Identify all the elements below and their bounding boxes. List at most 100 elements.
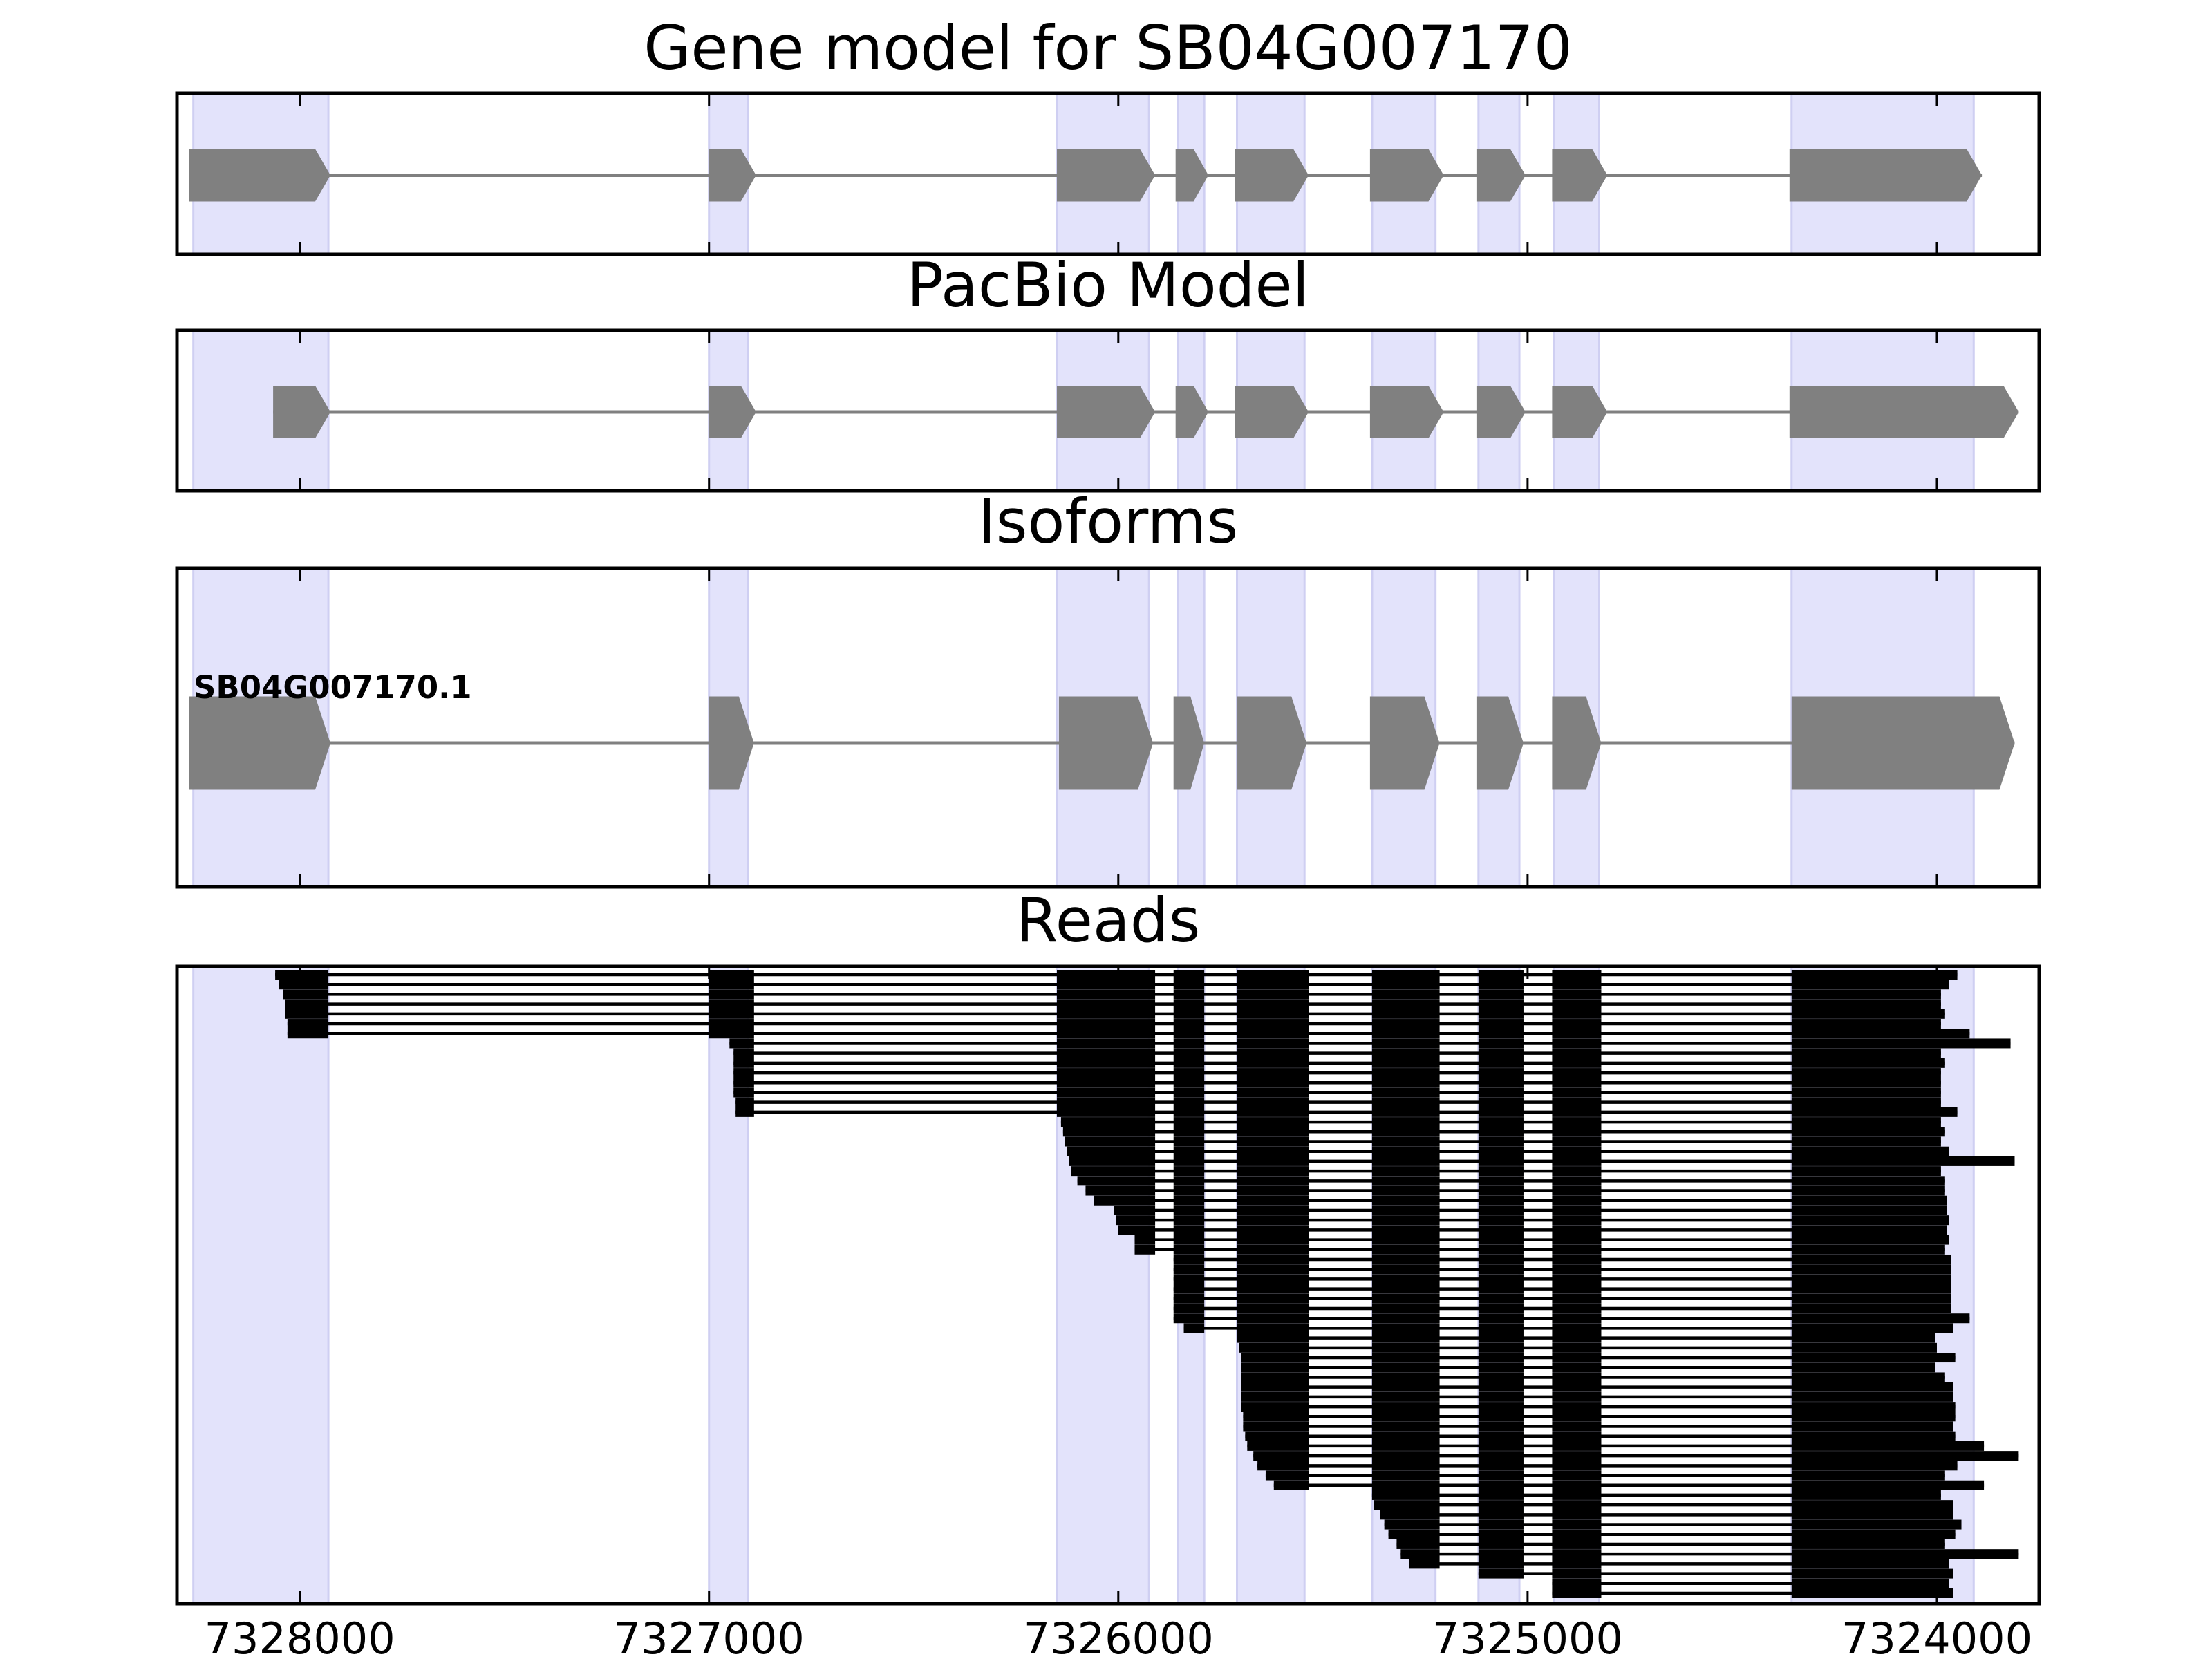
read-block (1056, 1019, 1156, 1029)
read-block (1371, 1421, 1440, 1432)
read-block (1237, 989, 1309, 1000)
read-block (1371, 1146, 1440, 1156)
read-block (1552, 1019, 1602, 1029)
read-block (1243, 1412, 1309, 1422)
read-63 (1552, 1578, 1949, 1588)
read-block (1552, 1480, 1602, 1490)
read-block (1552, 1451, 1602, 1461)
exon-1 (273, 386, 330, 438)
read-block (1118, 1225, 1156, 1235)
read-block (1791, 970, 1958, 980)
read-block (1237, 1117, 1309, 1127)
read-block (1478, 1038, 1524, 1049)
read-block (1478, 1441, 1524, 1451)
read-block (287, 1029, 329, 1039)
read-block (1371, 980, 1440, 990)
read-block (1478, 1391, 1524, 1402)
read-block (1237, 999, 1309, 1009)
read-block (1237, 1313, 1309, 1324)
read-block (1478, 1136, 1524, 1147)
read-block (1791, 1244, 1945, 1255)
read-block (1241, 1362, 1309, 1373)
read-block (1552, 1372, 1602, 1382)
read-block (1552, 1048, 1602, 1058)
read-block (1791, 1107, 1958, 1117)
read-block (1791, 1323, 1953, 1333)
read-block (1552, 1559, 1602, 1569)
read-block (1552, 1156, 1602, 1166)
read-block (1371, 1205, 1440, 1215)
read-block (1791, 1461, 1958, 1471)
read-block (1173, 1185, 1205, 1196)
read-59 (1396, 1539, 1945, 1549)
read-block (1552, 1313, 1602, 1324)
exon-region-band (192, 965, 330, 1605)
read-block (1552, 1254, 1602, 1264)
read-block (1552, 1127, 1602, 1137)
read-block (1552, 1176, 1602, 1186)
read-block (1791, 1559, 1949, 1569)
read-block (1371, 1185, 1440, 1196)
read-block (1245, 1431, 1309, 1441)
read-block (1791, 1058, 1945, 1068)
exon-6 (1369, 386, 1444, 438)
read-35 (1173, 1304, 1951, 1314)
read-block (1791, 1313, 1970, 1324)
read-18 (1065, 1136, 1941, 1147)
read-block (283, 989, 329, 1000)
read-14 (735, 1097, 1941, 1107)
read-block (1400, 1549, 1440, 1559)
read-block (1237, 980, 1309, 990)
read-block (1173, 1058, 1205, 1068)
read-block (1478, 1078, 1524, 1088)
read-block (1371, 1342, 1440, 1353)
read-block (1791, 1254, 1951, 1264)
read-block (1371, 1264, 1440, 1275)
panel-title: Gene model for SB04G007170 (644, 12, 1573, 84)
exon-2 (709, 696, 754, 790)
read-block (1478, 1107, 1524, 1117)
read-block (1371, 1323, 1440, 1333)
read-block (1552, 1078, 1602, 1088)
read-block (1791, 1068, 1941, 1078)
read-23 (1085, 1185, 1945, 1196)
read-block (1552, 980, 1602, 990)
exon-6 (1369, 149, 1444, 202)
read-block (1552, 1549, 1602, 1559)
read-64 (1552, 1588, 1953, 1598)
read-block (1173, 1293, 1205, 1304)
read-block (1552, 1244, 1602, 1255)
read-block (1552, 1412, 1602, 1422)
read-block (1478, 1421, 1524, 1432)
read-25 (1114, 1205, 1947, 1215)
read-block (1478, 980, 1524, 990)
read-block (1237, 1323, 1309, 1333)
read-11 (733, 1068, 1941, 1078)
panel-frame (175, 328, 2041, 493)
read-block (709, 1029, 754, 1039)
read-block (1478, 1176, 1524, 1186)
read-block (1173, 1156, 1205, 1166)
read-block (1371, 1078, 1440, 1088)
read-block (1056, 1078, 1156, 1088)
read-block (1478, 1500, 1524, 1510)
read-12 (733, 1078, 1941, 1088)
read-36 (1173, 1313, 1970, 1324)
read-block (1371, 1412, 1440, 1422)
read-block (1371, 1038, 1440, 1049)
read-block (1056, 1107, 1156, 1117)
read-block (1371, 1304, 1440, 1314)
read-block (1478, 1235, 1524, 1245)
read-1 (275, 970, 1958, 980)
read-block (1371, 1353, 1440, 1363)
read-block (1552, 1304, 1602, 1314)
read-block (1552, 1235, 1602, 1245)
read-block (1056, 989, 1156, 1000)
read-43 (1241, 1382, 1953, 1392)
exon-7 (1476, 696, 1524, 790)
read-block (1371, 1127, 1440, 1137)
exon-3 (1057, 386, 1156, 438)
read-block (1173, 1254, 1205, 1264)
read-block (1371, 1235, 1440, 1245)
read-53 (1273, 1480, 1985, 1490)
